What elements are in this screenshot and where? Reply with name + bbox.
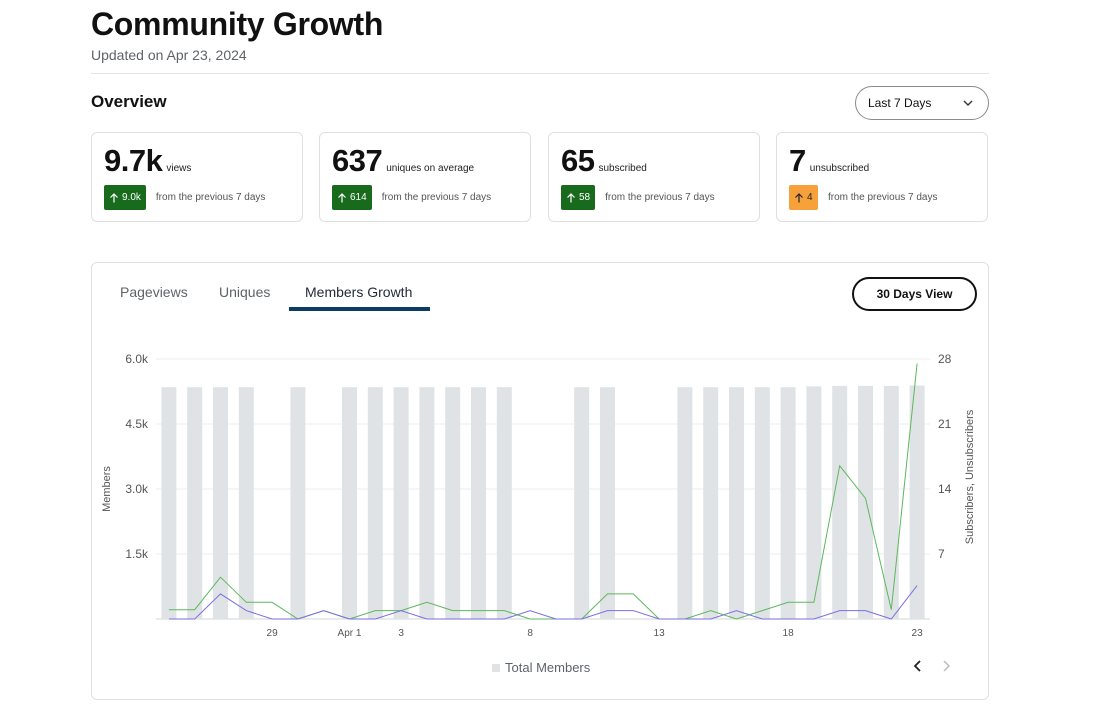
arrow-up-icon: [567, 192, 575, 202]
bar-total-members: [574, 387, 590, 619]
arrow-up-icon: [110, 192, 118, 202]
bar-total-members: [729, 387, 744, 619]
bar-total-members: [806, 386, 822, 619]
arrow-up-icon: [338, 192, 346, 202]
tab-pageviews[interactable]: Pageviews: [120, 284, 188, 300]
delta-text: from the previous 7 days: [381, 192, 492, 203]
bar-total-members: [290, 387, 306, 619]
delta-text: from the previous 7 days: [605, 192, 715, 203]
days-view-button[interactable]: 30 Days View: [852, 277, 977, 311]
delta-value: 58: [579, 192, 591, 203]
y-right-axis-label: Subscribers, Unsubscribers: [964, 409, 976, 544]
bar-total-members: [161, 387, 177, 619]
stat-label: subscribed: [598, 163, 647, 174]
delta-text: from the previous 7 days: [155, 192, 266, 203]
bar-total-members: [445, 387, 461, 619]
y-right-tick-label: 21: [938, 417, 952, 431]
legend-swatch-total-members: [492, 663, 500, 672]
delta-badge: 58: [561, 185, 596, 210]
x-tick-label: 29: [267, 628, 279, 639]
y-right-tick-label: 7: [938, 547, 945, 561]
delta-badge: 614: [332, 185, 372, 210]
stat-label: views: [166, 163, 192, 174]
bar-total-members: [419, 387, 435, 619]
bar-total-members: [780, 387, 796, 619]
updated-date: Updated on Apr 23, 2024: [91, 47, 247, 63]
stat-label: uniques on average: [386, 163, 475, 174]
y-left-tick-label: 1.5k: [125, 547, 149, 561]
arrow-up-icon: [795, 192, 803, 202]
legend-label-total-members: Total Members: [505, 660, 591, 675]
bar-total-members: [832, 385, 848, 619]
x-tick-label: 8: [527, 628, 533, 639]
stat-card-uniques: 637 uniques on average 614 from the prev…: [319, 132, 531, 222]
bar-total-members: [754, 387, 770, 619]
active-tab-indicator: [289, 307, 430, 311]
bar-total-members: [471, 387, 486, 619]
y-left-tick-label: 4.5k: [125, 417, 149, 431]
date-range-value: Last 7 Days: [868, 96, 932, 110]
page-title: Community Growth: [91, 6, 384, 42]
stat-value: 65: [561, 143, 595, 178]
delta-value: 614: [350, 192, 367, 203]
stat-card-subscribed: 65 subscribed 58 from the previous 7 day…: [548, 132, 760, 222]
y-left-tick-label: 3.0k: [125, 482, 149, 496]
header-divider: [91, 73, 989, 74]
bar-total-members: [858, 385, 873, 619]
line-subscribers: [168, 363, 918, 620]
tab-members-growth[interactable]: Members Growth: [305, 284, 413, 300]
stat-value: 637: [332, 143, 383, 178]
delta-text: from the previous 7 days: [828, 192, 938, 203]
y-left-tick-label: 6.0k: [125, 352, 149, 366]
bar-total-members: [703, 387, 719, 619]
bar-total-members: [496, 387, 512, 619]
y-right-tick-label: 28: [938, 352, 952, 366]
overview-heading: Overview: [91, 92, 167, 111]
bar-total-members: [187, 387, 203, 619]
bar-total-members: [213, 387, 228, 619]
chart-legend: Total Members: [492, 660, 590, 675]
chart-card: Pageviews Uniques Members Growth 30 Days…: [91, 262, 989, 700]
stat-card-unsubscribed: 7 unsubscribed 4 from the previous 7 day…: [776, 132, 988, 222]
stat-value: 7: [789, 143, 806, 178]
delta-value: 4: [807, 192, 813, 203]
delta-value: 9.0k: [122, 192, 141, 203]
chevron-right-icon[interactable]: [938, 657, 954, 675]
date-range-select[interactable]: Last 7 Days: [855, 86, 989, 120]
delta-badge: 9.0k: [104, 185, 146, 210]
x-tick-label: 13: [654, 628, 666, 639]
x-tick-label: 3: [398, 628, 404, 639]
stat-value: 9.7k: [104, 143, 163, 178]
chevron-down-icon: [963, 100, 973, 106]
bar-total-members: [677, 387, 693, 619]
x-tick-label: Apr 1: [338, 628, 362, 639]
bar-total-members: [883, 385, 899, 619]
x-tick-label: 18: [783, 628, 795, 639]
chevron-left-icon[interactable]: [910, 657, 926, 675]
line-unsubscribers: [168, 585, 918, 620]
members-growth-chart: 1.5k 3.0k 4.5k 6.0k 7 14 21 28 Members Subscriber…: [101, 352, 976, 639]
bar-total-members: [367, 387, 383, 619]
y-left-axis-label: Members: [101, 466, 113, 512]
bar-total-members: [342, 387, 357, 619]
stat-card-views: 9.7k views 9.0k from the previous 7 days: [91, 132, 303, 222]
y-right-tick-label: 14: [938, 482, 952, 496]
bar-total-members: [393, 387, 409, 619]
x-tick-label: 23: [912, 628, 924, 639]
delta-badge: 4: [789, 185, 818, 210]
tab-uniques[interactable]: Uniques: [219, 284, 271, 300]
stat-label: unsubscribed: [809, 163, 870, 174]
bar-total-members: [600, 387, 615, 619]
bar-total-members: [238, 387, 254, 619]
bar-total-members: [909, 385, 925, 619]
